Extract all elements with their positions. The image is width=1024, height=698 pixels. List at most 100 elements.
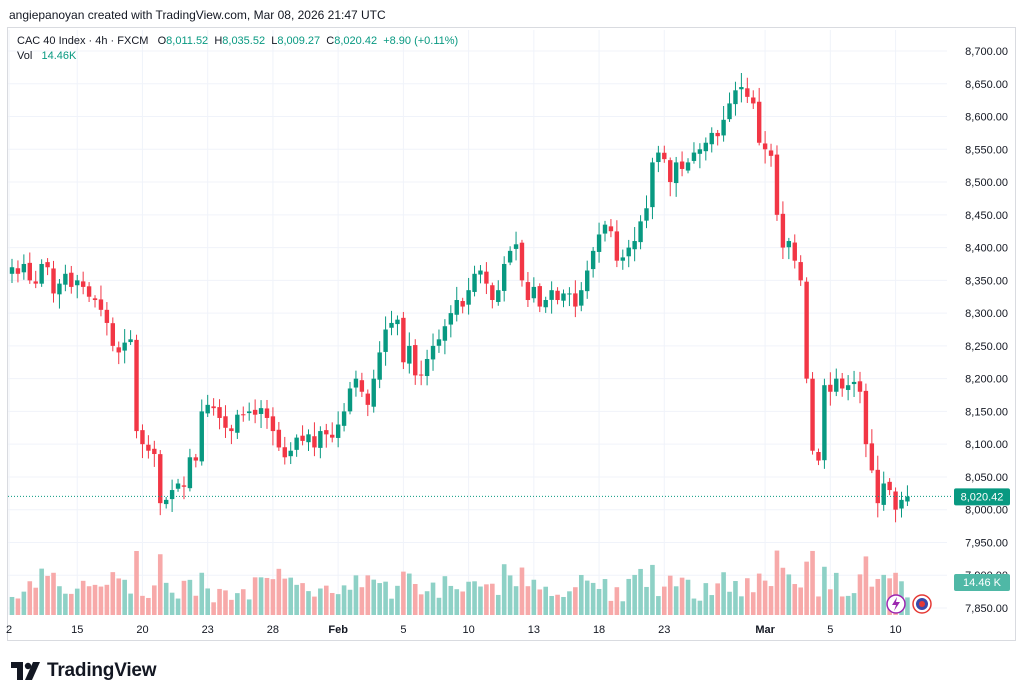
candle-body — [650, 162, 655, 208]
price-tick-label: 8,600.00 — [965, 112, 1008, 124]
candle-body — [258, 408, 264, 414]
candle-body — [252, 409, 258, 415]
volume-bar — [157, 554, 163, 615]
time-tick-label: Feb — [328, 624, 348, 636]
candle-body — [679, 161, 685, 169]
volume-bar — [80, 580, 86, 615]
candle-body — [152, 448, 157, 455]
low-label: L — [271, 35, 278, 47]
open-value: 8,011.52 — [166, 35, 209, 47]
volume-bar — [152, 585, 157, 615]
price-tick-label: 8,400.00 — [965, 243, 1008, 255]
candle-body — [110, 323, 116, 346]
candle-body — [116, 347, 121, 353]
candle-body — [466, 290, 471, 305]
volume-bar — [116, 578, 122, 615]
candle-body — [857, 381, 863, 392]
volume-bar — [104, 584, 110, 615]
volume-bar — [596, 588, 602, 615]
candle-body — [288, 450, 293, 457]
volume-bar — [531, 579, 537, 615]
candle-body — [768, 150, 774, 156]
tradingview-logo-text: TradingView — [47, 660, 157, 681]
candle-body — [300, 435, 305, 441]
volume-bar — [74, 588, 80, 615]
candle-body — [63, 273, 68, 285]
volume-bar — [626, 578, 632, 615]
volume-bar — [401, 571, 406, 615]
price-axis[interactable]: 7,850.007,900.007,950.008,000.008,050.00… — [965, 46, 1008, 615]
volume-bar — [881, 574, 887, 615]
price-tick-label: 8,500.00 — [965, 177, 1008, 189]
volume-bar — [745, 578, 750, 615]
candle-body — [620, 257, 625, 261]
volume-bar — [181, 580, 187, 615]
volume-bar — [578, 574, 584, 615]
candle-body — [537, 286, 542, 307]
volume-bar — [715, 583, 720, 615]
candle-body — [335, 424, 341, 438]
volume-bar — [644, 586, 649, 615]
tradingview-logo[interactable]: TradingView — [11, 659, 157, 683]
volume-bar — [786, 574, 792, 615]
volume-bar — [756, 573, 762, 615]
candle-body — [270, 416, 276, 432]
volume-bar — [246, 599, 252, 615]
candle-body — [247, 411, 252, 414]
candle-body — [241, 414, 246, 416]
time-tick-label: 2 — [6, 624, 12, 636]
candle-body — [86, 286, 92, 297]
candle-body — [92, 298, 98, 301]
candle-body — [15, 268, 21, 274]
volume-bar — [780, 567, 786, 615]
flag-icon[interactable] — [912, 594, 932, 614]
volume-bar — [893, 572, 898, 615]
high-value: 8,035.52 — [222, 35, 266, 47]
candle-body — [235, 414, 240, 433]
volume-bar — [833, 572, 839, 615]
time-tick-label: 5 — [827, 624, 833, 636]
time-tick-label: 28 — [267, 624, 279, 636]
volume-bar — [501, 564, 507, 615]
price-tick-label: 8,300.00 — [965, 308, 1008, 320]
candle-body — [33, 281, 38, 284]
candle-body — [163, 499, 169, 505]
volume-bar — [673, 586, 679, 615]
price-tick-label: 8,350.00 — [965, 275, 1008, 287]
volume-bar — [448, 585, 454, 615]
candle-body — [810, 378, 815, 451]
candle-body — [608, 226, 614, 232]
symbol-label[interactable]: CAC 40 Index · 4h · FXCM — [17, 35, 149, 47]
candle-body — [57, 283, 62, 295]
volume-bar — [691, 598, 697, 615]
candle-body — [448, 313, 454, 325]
candle-body — [697, 149, 703, 154]
candle-body — [389, 322, 394, 328]
volume-bar — [537, 589, 543, 615]
volume-badge: 14.46 K — [954, 574, 1010, 591]
candle-body — [365, 393, 370, 405]
candle-body — [413, 345, 418, 376]
price-tick-label: 7,850.00 — [965, 603, 1008, 615]
candle-body — [507, 250, 513, 263]
candle-body — [199, 411, 204, 462]
volume-bar — [442, 576, 448, 615]
candles — [9, 73, 910, 523]
high-label: H — [214, 35, 223, 47]
candle-body — [745, 88, 750, 97]
lightning-icon[interactable] — [886, 594, 906, 614]
volume-bar — [27, 581, 33, 615]
volume-bar — [240, 589, 246, 615]
volume-bar — [667, 575, 673, 615]
volume-bar — [513, 586, 519, 615]
volume-bar — [335, 594, 341, 615]
volume-bar — [418, 594, 424, 615]
candle-body — [158, 454, 163, 504]
grid-lines — [8, 30, 947, 615]
candle-body — [294, 437, 299, 450]
volume-bar — [703, 583, 709, 615]
time-axis[interactable]: 2 15 20 23 28 Feb 5 10 13 18 23 Mar 5 10 — [6, 624, 902, 636]
candle-body — [69, 272, 74, 287]
tradingview-logo-icon — [11, 662, 40, 680]
